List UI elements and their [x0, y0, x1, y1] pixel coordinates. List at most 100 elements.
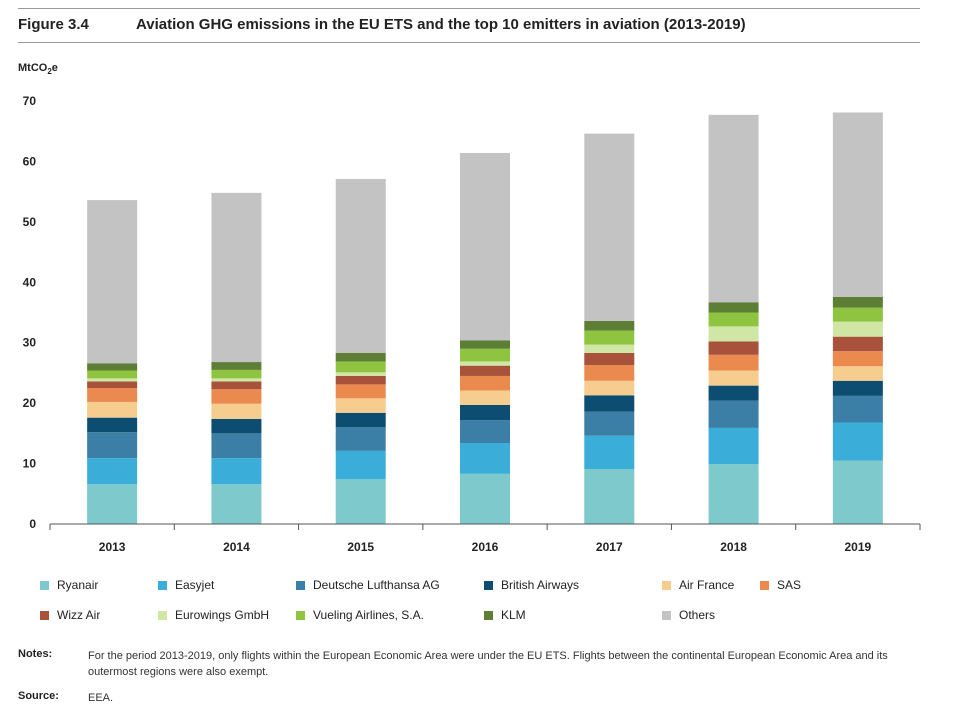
bar-segment-ryanair [211, 484, 262, 524]
bar-segment-sas [87, 388, 138, 402]
bar-segment-others [211, 192, 262, 363]
bar-segment-wizz-air [211, 381, 262, 390]
bar-segment-wizz-air [832, 336, 883, 352]
bar-segment-british-airways [584, 395, 635, 412]
bar-segment-easyjet [584, 435, 635, 470]
x-tick-label: 2018 [720, 540, 747, 554]
legend-label: Ryanair [57, 578, 99, 592]
bar-segment-eurowings-gmbh [460, 361, 510, 366]
bar-segment-eurowings-gmbh [832, 321, 883, 337]
y-tick-label: 10 [23, 457, 37, 471]
notes-label: Notes: [18, 648, 53, 660]
bar-segment-wizz-air [460, 365, 510, 376]
bar-segment-others [708, 114, 759, 303]
bar-segment-easyjet [460, 443, 510, 474]
y-tick-label: 0 [29, 517, 36, 531]
bar-segment-british-airways [87, 417, 138, 433]
bar-segment-sas [335, 384, 386, 399]
legend-label: Vueling Airlines, S.A. [313, 608, 424, 622]
bar-segment-klm [460, 340, 510, 349]
bar-segment-vueling-airlines-s-a [460, 348, 510, 362]
bar-segment-others [460, 152, 510, 341]
stacked-bar-chart: 0 10 20 30 40 50 60 70 2013 2014 2015 2016 2017 2018 2… [23, 94, 921, 554]
bar-segment-deutsche-lufthansa-ag [87, 432, 138, 459]
bar-segment-deutsche-lufthansa-ag [211, 433, 262, 459]
x-tick-label: 2015 [347, 540, 374, 554]
bar-segment-vueling-airlines-s-a [211, 369, 262, 379]
bar-segment-others [832, 112, 883, 297]
legend-swatch [296, 581, 305, 590]
x-tick-label: 2016 [472, 540, 499, 554]
bar-segment-klm [335, 352, 386, 362]
bar-segment-klm [832, 296, 883, 308]
bar-segment-eurowings-gmbh [708, 326, 759, 342]
bar-segment-british-airways [832, 380, 883, 396]
bar-segment-sas [584, 365, 635, 381]
bar-segment-easyjet [832, 422, 883, 461]
bar-segment-wizz-air [584, 352, 635, 366]
bar-segment-klm [584, 320, 635, 331]
bar-segment-air-france [460, 390, 510, 405]
notes-text: For the period 2013-2019, only flights w… [88, 650, 888, 678]
bar-segment-eurowings-gmbh [211, 378, 262, 382]
bar-segment-ryanair [832, 460, 883, 524]
y-tick-label: 30 [23, 336, 37, 350]
bar-segment-easyjet [335, 450, 386, 480]
bar-segment-ryanair [584, 469, 635, 524]
bar-segment-sas [708, 354, 759, 371]
legend-swatch [40, 581, 49, 590]
legend-label: Easyjet [175, 578, 215, 592]
bar-segment-british-airways [335, 412, 386, 428]
bar-segment-vueling-airlines-s-a [584, 330, 635, 345]
bar-segment-british-airways [460, 404, 510, 421]
legend-label: SAS [777, 578, 802, 592]
y-tick-label: 40 [23, 275, 37, 289]
bar-segment-sas [460, 375, 510, 391]
bar-segment-vueling-airlines-s-a [832, 307, 883, 322]
legend-swatch [40, 611, 49, 620]
bar-segment-british-airways [708, 385, 759, 401]
bar-segment-deutsche-lufthansa-ag [832, 395, 883, 423]
bar-segment-others [584, 133, 635, 321]
bar-segment-klm [211, 362, 262, 370]
bar-segment-eurowings-gmbh [584, 344, 635, 353]
bar-segment-others [335, 178, 386, 353]
legend-swatch [158, 581, 167, 590]
bar-segment-eurowings-gmbh [87, 378, 138, 382]
legend-label: Deutsche Lufthansa AG [313, 578, 440, 592]
y-tick-label: 20 [23, 396, 37, 410]
source-text: EEA. [88, 692, 114, 704]
legend-swatch [484, 581, 493, 590]
bar-segment-british-airways [211, 418, 262, 434]
bar-segment-air-france [335, 398, 386, 413]
unit-main: MtCO [18, 62, 48, 74]
bar-segment-air-france [584, 380, 635, 396]
figure-header: Figure 3.4 Aviation GHG emissions in the… [18, 8, 920, 43]
bar-segment-wizz-air [335, 375, 386, 385]
legend-label: Wizz Air [57, 608, 101, 622]
bar-segment-air-france [832, 366, 883, 381]
bar-segment-easyjet [708, 427, 759, 465]
bar-segment-ryanair [460, 473, 510, 524]
legend-swatch [296, 611, 305, 620]
y-tick-label: 50 [23, 215, 37, 229]
y-axis-unit: MtCO2e [18, 62, 58, 76]
legend-swatch [484, 611, 493, 620]
figure-number: Figure 3.4 [18, 16, 89, 33]
x-tick-label: 2014 [223, 540, 250, 554]
bar-segment-vueling-airlines-s-a [708, 312, 759, 327]
legend-label: Air France [679, 578, 735, 592]
x-tick-label: 2019 [845, 540, 872, 554]
x-tick-label: 2017 [596, 540, 623, 554]
y-tick-label: 70 [23, 94, 37, 108]
bar-segment-deutsche-lufthansa-ag [460, 420, 510, 444]
bar-segment-wizz-air [708, 341, 759, 355]
legend-swatch [662, 581, 671, 590]
bar-segment-deutsche-lufthansa-ag [708, 400, 759, 428]
legend-label: Eurowings GmbH [175, 608, 270, 622]
bar-segment-ryanair [335, 479, 386, 524]
bar-segment-sas [832, 351, 883, 367]
bar-segment-easyjet [211, 458, 262, 485]
bar-segment-sas [211, 389, 262, 404]
unit-tail: e [51, 62, 58, 74]
